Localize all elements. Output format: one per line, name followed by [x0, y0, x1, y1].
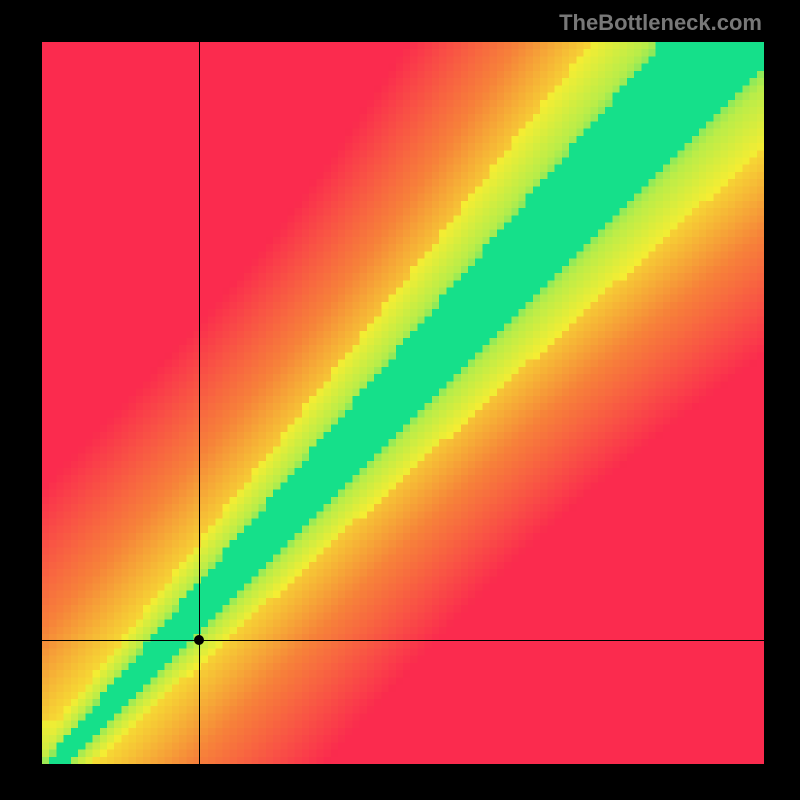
watermark-text: TheBottleneck.com: [559, 10, 762, 36]
figure-container: TheBottleneck.com: [0, 0, 800, 800]
crosshair-vertical: [199, 42, 200, 764]
crosshair-horizontal: [42, 640, 764, 641]
bottleneck-heatmap: [42, 42, 764, 764]
